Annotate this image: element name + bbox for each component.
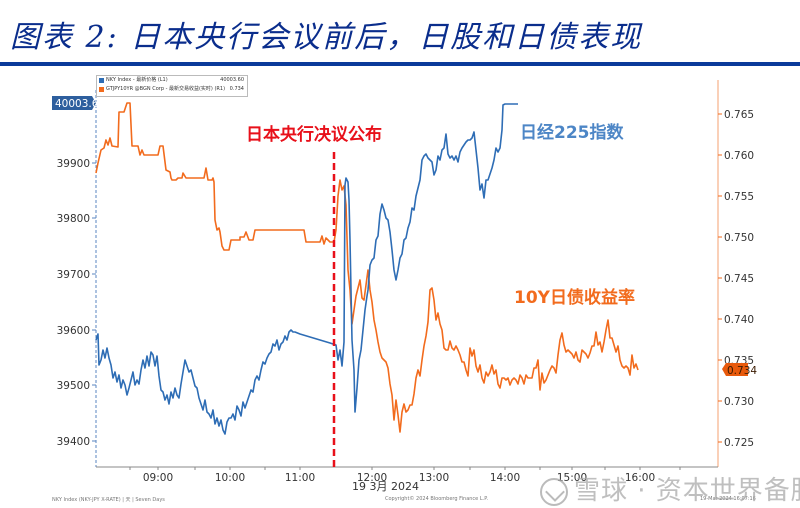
title-divider (0, 62, 800, 66)
x-axis-date: 19 3月 2024 (352, 480, 419, 493)
nikkei-annotation: 日经225指数 (520, 122, 624, 143)
left-ticks (92, 162, 96, 442)
jgb-yield-line (95, 102, 639, 433)
svg-text:0.760: 0.760 (724, 150, 754, 162)
x-tick-labels: 09:00 10:00 11:00 12:00 13:00 14:00 15:0… (143, 472, 655, 484)
x-ticks (129, 467, 681, 470)
svg-text:10:00: 10:00 (215, 472, 245, 484)
svg-text:0.755: 0.755 (724, 191, 754, 203)
svg-text:0.730: 0.730 (724, 396, 754, 408)
legend-value: 40003.60 (220, 77, 244, 83)
jgb-last-value-badge: 0.734 (722, 363, 757, 377)
nikkei-last-value-badge: 40003.60 (52, 96, 105, 110)
svg-text:39500: 39500 (57, 380, 90, 392)
chart-title: 图表 2: 日本央行会议前后，日股和日债表现 (10, 20, 643, 55)
svg-text:14:00: 14:00 (490, 472, 520, 484)
footer-left: NKY Index (NKY-JPY X-RATE) | 天 | Seven D… (52, 497, 165, 503)
legend-swatch-jgb (99, 87, 104, 92)
right-tick-labels: 0.765 0.760 0.755 0.750 0.745 0.740 0.73… (724, 109, 754, 449)
svg-text:0.740: 0.740 (724, 314, 754, 326)
footer-timestamp: 19-Mar-2024 16:07:16 (700, 496, 756, 502)
snowball-logo-icon (540, 477, 568, 506)
legend-value: 0.734 (229, 86, 244, 92)
nikkei-line (95, 103, 518, 435)
right-ticks (718, 113, 722, 443)
svg-text:09:00: 09:00 (143, 472, 173, 484)
footer-copyright: Copyright© 2024 Bloomberg Finance L.P. (385, 496, 489, 502)
legend-swatch-nikkei (99, 78, 104, 83)
legend-item-nikkei: NKY Index - 最新价格 (L1) 40003.60 (97, 76, 247, 85)
svg-text:0.725: 0.725 (724, 437, 754, 449)
svg-text:40003.60: 40003.60 (55, 98, 105, 110)
svg-text:0.745: 0.745 (724, 273, 754, 285)
svg-text:39400: 39400 (57, 436, 90, 448)
svg-text:0.750: 0.750 (724, 232, 754, 244)
svg-text:39900: 39900 (57, 158, 90, 170)
svg-text:13:00: 13:00 (419, 472, 449, 484)
svg-text:0.734: 0.734 (727, 365, 757, 377)
left-tick-labels: 39900 39800 39700 39600 39500 39400 (57, 158, 90, 448)
svg-text:11:00: 11:00 (285, 472, 315, 484)
svg-text:39600: 39600 (57, 325, 90, 337)
legend-label: GTJPY10YR @BGN Corp - 最新交易收益(实时) (R1) (106, 86, 226, 92)
svg-text:16:00: 16:00 (625, 472, 655, 484)
svg-text:39800: 39800 (57, 213, 90, 225)
svg-text:12:00: 12:00 (357, 472, 387, 484)
legend: NKY Index - 最新价格 (L1) 40003.60 GTJPY10YR… (96, 75, 248, 97)
legend-item-jgb: GTJPY10YR @BGN Corp - 最新交易收益(实时) (R1) 0.… (97, 85, 247, 94)
svg-text:0.765: 0.765 (724, 109, 754, 121)
watermark-text: 雪球 · 资本世界备胎 (574, 476, 800, 506)
jgb-annotation: 10Y日债收益率 (514, 287, 635, 308)
svg-text:15:00: 15:00 (557, 472, 587, 484)
legend-label: NKY Index - 最新价格 (L1) (106, 77, 168, 83)
boj-event-annotation: 日本央行决议公布 (246, 124, 382, 145)
watermark: 雪球 · 资本世界备胎 (540, 470, 800, 507)
svg-text:39700: 39700 (57, 269, 90, 281)
